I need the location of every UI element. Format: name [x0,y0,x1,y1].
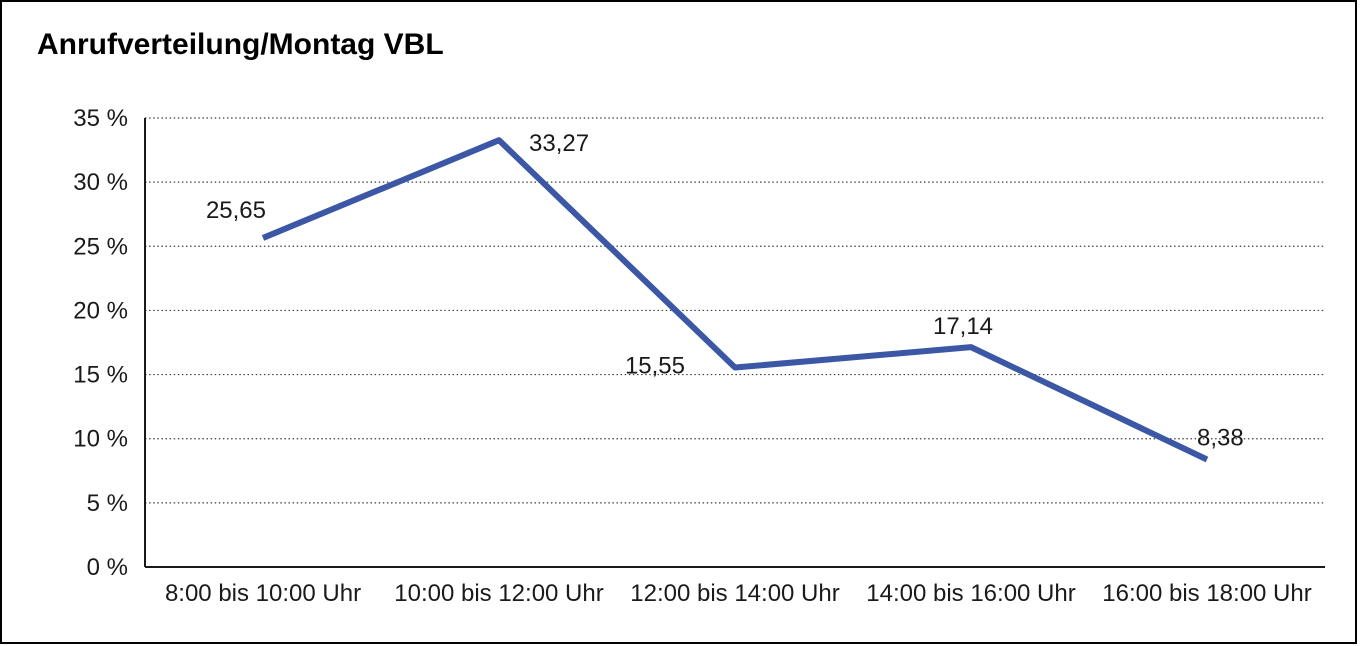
y-tick-label: 0 % [87,554,128,581]
y-tick-label: 20 % [73,297,128,324]
x-axis-label: 12:00 bis 14:00 Uhr [630,580,839,607]
y-tick-label: 5 % [87,490,128,517]
y-tick-label: 30 % [73,169,128,196]
x-axis-label: 14:00 bis 16:00 Uhr [866,580,1075,607]
x-axis-label: 10:00 bis 12:00 Uhr [394,580,603,607]
x-axis-label: 8:00 bis 10:00 Uhr [165,580,361,607]
data-point-label: 15,55 [625,353,685,380]
y-tick-label: 25 % [73,233,128,260]
chart-title: Anrufverteilung/Montag VBL [37,28,444,61]
data-point-label: 17,14 [933,313,993,340]
x-axis-label: 16:00 bis 18:00 Uhr [1102,580,1311,607]
y-tick-label: 15 % [73,362,128,389]
data-point-label: 33,27 [529,130,589,157]
y-tick-label: 10 % [73,426,128,453]
data-point-label: 8,38 [1197,424,1244,451]
y-tick-label: 35 % [73,105,128,132]
data-point-label: 25,65 [206,197,266,224]
data-series-line [261,137,1209,463]
